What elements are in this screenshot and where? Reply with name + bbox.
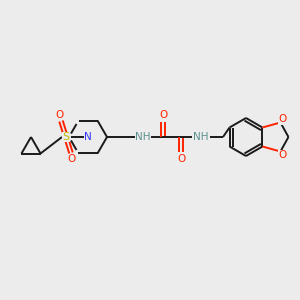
Text: O: O [177,154,185,164]
Text: O: O [278,115,286,124]
Text: O: O [56,110,64,120]
Text: O: O [68,154,76,164]
Text: N: N [84,132,92,142]
Text: NH: NH [135,132,151,142]
Text: O: O [159,110,167,120]
Text: O: O [278,149,286,160]
Text: S: S [62,132,70,142]
Text: NH: NH [193,132,209,142]
